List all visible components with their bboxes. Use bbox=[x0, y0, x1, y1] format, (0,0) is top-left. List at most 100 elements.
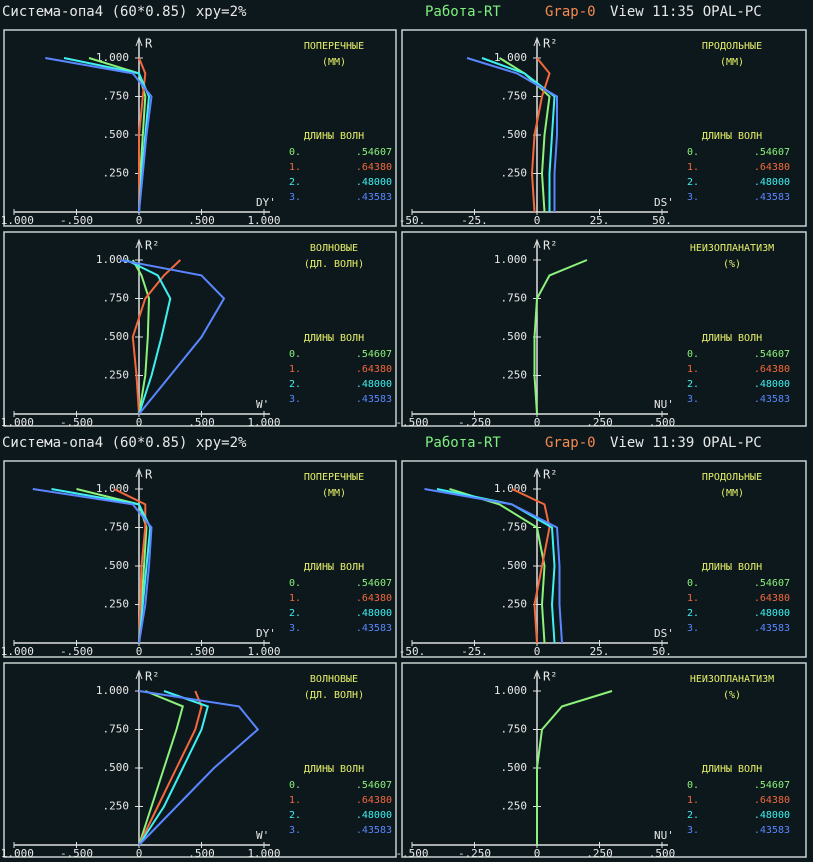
y-axis-label: R² bbox=[145, 239, 159, 253]
x-axis-label: DS' bbox=[654, 196, 674, 209]
panel: RDY'-1.000-.5000.5001.000.250.500.7501.0… bbox=[0, 29, 397, 227]
legend-label: 0. bbox=[289, 349, 301, 360]
x-tick-label: 25. bbox=[590, 214, 610, 227]
legend-label: 2. bbox=[289, 379, 301, 390]
legend-wavelength: .64380 bbox=[356, 364, 392, 375]
legend-label: 2. bbox=[289, 810, 301, 821]
panel-border bbox=[3, 460, 397, 658]
x-tick-label: 0 bbox=[136, 214, 143, 227]
legend-wavelength: .43583 bbox=[754, 825, 790, 836]
legend-label: 3. bbox=[289, 825, 301, 836]
y-axis-arrow bbox=[533, 467, 541, 478]
screen: Система-опа4 (60*0.85) xpy=2% Работа-RT Gr… bbox=[0, 4, 807, 429]
panel-unit: (ДЛ. ВОЛН) bbox=[304, 259, 364, 270]
legend-wavelength: .43583 bbox=[356, 825, 392, 836]
y-tick-label: .750 bbox=[103, 723, 130, 736]
x-tick-label: -1.000 bbox=[0, 416, 34, 429]
y-tick-label: .500 bbox=[501, 330, 528, 343]
x-tick-label: 0 bbox=[136, 847, 143, 860]
x-tick-label: -1.000 bbox=[0, 847, 34, 860]
panel-border bbox=[401, 231, 807, 427]
legend-label: 1. bbox=[687, 364, 699, 375]
x-tick-label: .500 bbox=[649, 416, 676, 429]
aberration-curve bbox=[32, 488, 153, 644]
y-axis-label: R bbox=[145, 37, 153, 51]
legend-label: 2. bbox=[687, 608, 699, 619]
aberration-curve bbox=[63, 57, 151, 213]
legend-label: 2. bbox=[687, 379, 699, 390]
legend-label: 0. bbox=[289, 780, 301, 791]
x-tick-label: 1.000 bbox=[247, 416, 280, 429]
legend-label: 3. bbox=[687, 192, 699, 203]
y-tick-label: .250 bbox=[103, 598, 130, 611]
legend-wavelength: .54607 bbox=[754, 780, 790, 791]
x-axis-label: DY' bbox=[256, 627, 276, 640]
legend-wavelength: .64380 bbox=[754, 162, 790, 173]
aberration-curve bbox=[120, 259, 226, 415]
legend-label: 0. bbox=[687, 349, 699, 360]
mode-label: Работа-RT bbox=[425, 4, 501, 20]
y-tick-label: 1.000 bbox=[96, 684, 129, 697]
legend-title: ДЛИНЫ ВОЛН bbox=[304, 131, 364, 142]
legend-label: 3. bbox=[687, 394, 699, 405]
aberration-curve bbox=[449, 488, 546, 644]
y-tick-label: .750 bbox=[103, 90, 130, 103]
x-tick-label: -.500 bbox=[395, 416, 428, 429]
y-axis-label: R bbox=[145, 468, 153, 482]
legend-wavelength: .48000 bbox=[356, 177, 392, 188]
x-tick-label: .500 bbox=[188, 214, 215, 227]
y-tick-label: .250 bbox=[501, 800, 528, 813]
legend-wavelength: .43583 bbox=[754, 192, 790, 203]
panel: R²W'-1.000-.5000.5001.000.250.500.7501.0… bbox=[0, 231, 397, 429]
panel: R²W'-1.000-.5000.5001.000.250.500.7501.0… bbox=[0, 662, 397, 860]
legend-wavelength: .54607 bbox=[356, 147, 392, 158]
legend-label: 1. bbox=[687, 593, 699, 604]
y-axis-arrow bbox=[533, 238, 541, 249]
x-tick-label: -50. bbox=[399, 645, 426, 658]
panel: R² NU' -.500 -.250 0 .250 .500 .250 .500 .750 1.00… bbox=[395, 662, 807, 860]
x-tick-label: -1.000 bbox=[0, 214, 34, 227]
x-tick-label: 1.000 bbox=[247, 847, 280, 860]
legend-wavelength: .48000 bbox=[754, 177, 790, 188]
panel-border bbox=[401, 29, 807, 227]
y-tick-label: .750 bbox=[501, 292, 528, 305]
aberration-curve bbox=[51, 488, 152, 644]
y-tick-label: .500 bbox=[103, 761, 130, 774]
x-tick-label: 1.000 bbox=[247, 214, 280, 227]
y-tick-label: .750 bbox=[501, 521, 528, 534]
panel-title: НЕИЗОПЛАНАТИЗМ bbox=[690, 243, 774, 254]
x-tick-label: 50. bbox=[652, 214, 672, 227]
legend-label: 3. bbox=[289, 623, 301, 634]
aberration-curve bbox=[138, 690, 203, 846]
legend-wavelength: .48000 bbox=[754, 379, 790, 390]
x-tick-label: 0 bbox=[534, 847, 541, 860]
aberration-curve bbox=[138, 690, 184, 846]
panel: R² DS' -50. -25. 0 25. 50. .250 .500 .750 1.000 ПРО… bbox=[399, 29, 807, 227]
y-tick-label: .750 bbox=[501, 90, 528, 103]
legend-label: 1. bbox=[289, 795, 301, 806]
y-tick-label: .250 bbox=[103, 167, 130, 180]
x-tick-label: .500 bbox=[649, 847, 676, 860]
legend-wavelength: .43583 bbox=[754, 623, 790, 634]
system-title: Система-опа4 (60*0.85) xpy=2% bbox=[2, 435, 247, 451]
y-tick-label: 1.000 bbox=[96, 51, 129, 64]
x-tick-label: -.500 bbox=[60, 416, 93, 429]
legend-title: ДЛИНЫ ВОЛН bbox=[702, 131, 762, 142]
x-tick-label: 50. bbox=[652, 645, 672, 658]
legend-label: 0. bbox=[687, 147, 699, 158]
y-tick-label: .500 bbox=[501, 559, 528, 572]
y-axis-arrow bbox=[135, 238, 143, 249]
panel-title: ПОПЕРЕЧНЫЕ bbox=[304, 41, 364, 52]
x-tick-label: .500 bbox=[188, 645, 215, 658]
x-tick-label: 0 bbox=[534, 645, 541, 658]
aberration-curve bbox=[536, 690, 613, 845]
legend-wavelength: .54607 bbox=[356, 780, 392, 791]
legend-label: 1. bbox=[289, 593, 301, 604]
panel-unit: (ММ) bbox=[322, 57, 346, 68]
screen: Система-опа4 (60*0.85) xpy=2% Работа-RT Gr… bbox=[0, 431, 813, 862]
x-tick-label: -1.000 bbox=[0, 645, 34, 658]
panel-border bbox=[401, 662, 807, 858]
x-tick-label: 0 bbox=[136, 645, 143, 658]
y-tick-label: .250 bbox=[501, 167, 528, 180]
